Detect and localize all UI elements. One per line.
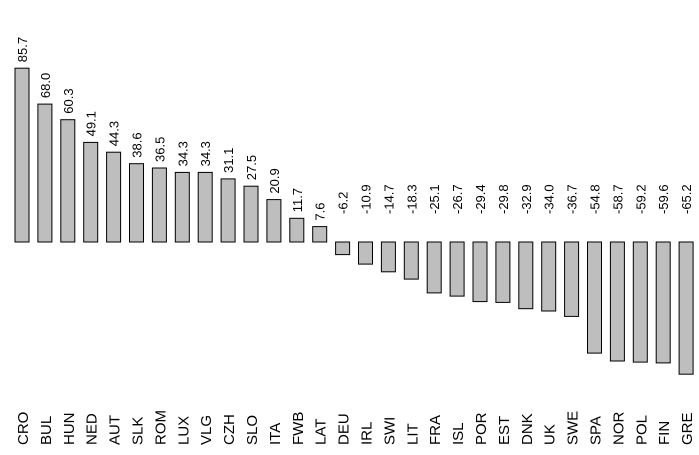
bar-pol (632, 241, 648, 363)
value-label-isl: -26.7 (450, 184, 465, 214)
value-labels-layer: 85.7 68.0 60.3 49.1 44.3 38.6 36.5 34.3 34.3 31.1… (15, 37, 694, 221)
bar-por (472, 241, 488, 303)
bar-nor (609, 241, 625, 362)
category-label-lat: LAT (313, 419, 330, 445)
bar-isl (449, 241, 465, 297)
value-label-vlg: 34.3 (198, 141, 213, 166)
category-label-fin: FIN (656, 421, 673, 445)
bar-vlg (197, 171, 213, 243)
category-label-fwb: FWB (290, 412, 307, 445)
value-label-slk: 38.6 (130, 132, 145, 157)
value-label-lat: 7.6 (313, 203, 328, 221)
bar-ita (266, 199, 282, 243)
value-label-dnk: -32.9 (519, 184, 534, 214)
bar-dnk (518, 241, 534, 310)
value-label-cro: 85.7 (15, 37, 30, 62)
bar-fwb (289, 217, 305, 243)
value-label-nor: -58.7 (610, 184, 625, 214)
category-label-isl: ISL (450, 422, 467, 445)
category-label-fra: FRA (427, 415, 444, 445)
value-label-deu: -6.2 (336, 192, 351, 214)
value-label-czh: 31.1 (221, 148, 236, 173)
value-label-lux: 34.3 (175, 141, 190, 166)
bar-lit (403, 241, 419, 280)
bar-lux (174, 171, 190, 243)
bar-slk (129, 163, 144, 243)
bar-aut (106, 151, 122, 243)
category-label-irl: IRL (359, 422, 376, 445)
category-label-vlg: VLG (198, 415, 215, 445)
value-label-irl: -10.9 (359, 184, 374, 214)
value-label-hun: 60.3 (61, 88, 76, 113)
category-label-lit: LIT (404, 423, 421, 445)
value-label-fin: -59.6 (656, 184, 671, 214)
category-label-spa: SPA (588, 416, 605, 445)
bar-swe (564, 241, 580, 317)
bar-uk (541, 241, 557, 312)
bars-layer (14, 67, 694, 375)
bar-cro (14, 67, 30, 243)
category-label-cro: CRO (15, 412, 32, 445)
category-labels-layer: CRO BUL HUN NED AUT SLK ROM LUX VLG CZH SLO ITA FWB L… (15, 410, 696, 445)
category-label-hun: HUN (61, 413, 78, 446)
value-label-spa: -54.8 (588, 184, 603, 214)
category-label-czh: CZH (221, 414, 238, 445)
bar-spa (587, 241, 602, 354)
category-label-dnk: DNK (519, 413, 536, 445)
bar-swi (380, 241, 396, 273)
category-label-rom: ROM (152, 410, 169, 445)
value-label-fwb: 11.7 (290, 188, 305, 212)
category-label-gre: GRE (679, 412, 696, 445)
bar-lat (312, 226, 328, 243)
bar-bul (37, 103, 53, 243)
value-label-slo: 27.5 (244, 155, 259, 180)
category-label-deu: DEU (336, 413, 353, 445)
category-label-por: POR (473, 412, 490, 445)
value-label-ned: 49.1 (84, 111, 99, 136)
value-label-swi: -14.7 (381, 184, 396, 214)
bar-rom (151, 167, 167, 243)
bar-czh (220, 178, 236, 243)
category-label-nor: NOR (610, 412, 627, 446)
bar-deu (335, 241, 351, 256)
value-label-rom: 36.5 (152, 137, 167, 162)
category-label-est: EST (496, 416, 513, 445)
value-label-est: -29.8 (496, 184, 511, 214)
value-label-swe: -36.7 (565, 184, 580, 214)
category-label-uk: UK (542, 424, 559, 445)
category-label-lux: LUX (175, 416, 192, 445)
bar-fin (655, 241, 671, 364)
value-label-lit: -18.3 (404, 184, 419, 214)
bar-est (495, 241, 511, 303)
value-label-bul: 68.0 (38, 73, 53, 98)
category-label-slo: SLO (244, 415, 261, 445)
value-label-gre: -65.2 (679, 184, 694, 214)
bar-fra (426, 241, 442, 294)
bar-gre (678, 241, 694, 375)
bar-hun (60, 119, 76, 243)
value-label-pol: -59.2 (633, 184, 648, 214)
category-label-ned: NED (84, 413, 101, 445)
value-label-fra: -25.1 (427, 184, 442, 214)
category-label-swe: SWE (565, 411, 582, 445)
category-label-swi: SWI (381, 417, 398, 445)
value-label-ita: 20.9 (267, 168, 282, 193)
value-label-uk: -34.0 (542, 184, 557, 214)
value-label-por: -29.4 (473, 184, 488, 214)
category-label-pol: POL (633, 415, 650, 445)
category-label-slk: SLK (130, 417, 147, 445)
bar-slo (243, 185, 259, 243)
bar-ned (83, 141, 99, 243)
value-label-aut: 44.3 (107, 121, 122, 146)
category-label-ita: ITA (267, 423, 284, 445)
category-label-aut: AUT (107, 415, 124, 445)
category-label-bul: BUL (38, 416, 55, 445)
bar-irl (358, 241, 373, 265)
